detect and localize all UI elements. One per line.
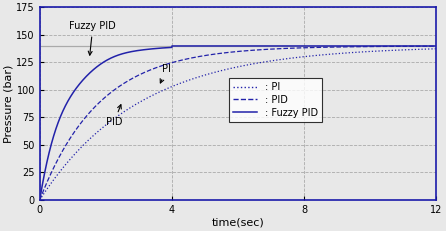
Y-axis label: Pressure (bar): Pressure (bar) — [4, 64, 13, 143]
Text: PID: PID — [106, 105, 122, 127]
Text: Fuzzy PID: Fuzzy PID — [70, 21, 116, 55]
Text: PI: PI — [160, 64, 171, 83]
Legend: : PI, : PID, : Fuzzy PID: : PI, : PID, : Fuzzy PID — [229, 78, 322, 122]
X-axis label: time(sec): time(sec) — [212, 218, 264, 228]
